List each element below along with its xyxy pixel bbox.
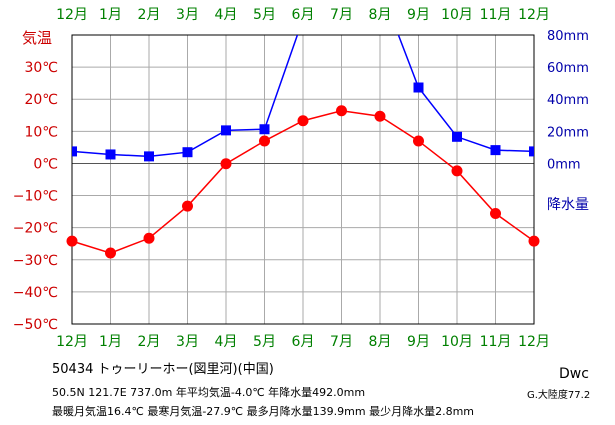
month-label: 10月 bbox=[441, 7, 473, 23]
temperature-tick-label: −50℃ bbox=[13, 317, 58, 333]
precipitation-point bbox=[452, 131, 462, 142]
precipitation-point bbox=[105, 149, 116, 160]
temperature-point bbox=[259, 135, 270, 147]
plot-area-border bbox=[71, 34, 535, 325]
month-label: 3月 bbox=[176, 334, 199, 350]
month-label: 12月 bbox=[518, 334, 550, 350]
chart-gridlines bbox=[72, 34, 534, 325]
temperature-tick-label: 20℃ bbox=[24, 92, 58, 108]
temperature-point bbox=[528, 235, 540, 247]
temperature-point bbox=[490, 208, 501, 220]
temperature-point bbox=[66, 235, 78, 247]
temperature-series bbox=[66, 105, 540, 259]
precipitation-axis-title: 降水量 bbox=[547, 197, 589, 213]
month-label: 5月 bbox=[253, 7, 276, 23]
month-label: 11月 bbox=[480, 7, 512, 23]
month-label: 4月 bbox=[215, 334, 238, 350]
precipitation-point bbox=[221, 125, 231, 136]
precipitation-axis: 80mm 60mm 40mm 20mm 0mm bbox=[547, 29, 589, 172]
month-label: 12月 bbox=[56, 7, 88, 23]
month-label: 9月 bbox=[407, 7, 430, 23]
month-label: 1月 bbox=[99, 7, 122, 23]
temperature-tick-label: 30℃ bbox=[24, 60, 58, 76]
classification-label: G.大陸度77.2 bbox=[527, 390, 591, 401]
month-label: 10月 bbox=[441, 334, 473, 350]
month-label: 5月 bbox=[253, 334, 276, 350]
station-summary-line-2: 最暖月気温16.4℃ 最寒月気温-27.9℃ 最多月降水量139.9mm 最少月… bbox=[52, 405, 474, 418]
precipitation-tick-label: 0mm bbox=[547, 157, 581, 172]
temperature-tick-label: −20℃ bbox=[13, 221, 58, 237]
month-label: 4月 bbox=[215, 7, 238, 23]
temperature-point bbox=[182, 200, 193, 212]
precipitation-tick-label: 60mm bbox=[547, 61, 589, 76]
precipitation-point bbox=[259, 124, 270, 135]
temperature-tick-label: −10℃ bbox=[13, 189, 58, 205]
month-label: 2月 bbox=[138, 7, 161, 23]
climate-code: Dwc bbox=[559, 366, 589, 382]
precipitation-point bbox=[529, 146, 534, 157]
precipitation-point bbox=[144, 151, 154, 162]
month-label: 9月 bbox=[407, 334, 430, 350]
temperature-tick-label: −40℃ bbox=[13, 285, 58, 301]
bottom-month-labels: 12月 1月 2月 3月 4月 5月 6月 7月 8月 9月 10月 11月 12月 bbox=[56, 334, 550, 350]
precipitation-point bbox=[72, 146, 77, 157]
station-name: 50434 トゥーリーホー(図里河)(中国) bbox=[52, 362, 274, 377]
temperature-point bbox=[143, 232, 155, 244]
temperature-axis: 30℃ 20℃ 10℃ 0℃ −10℃ −20℃ −30℃ −40℃ −50℃ bbox=[13, 60, 58, 333]
precipitation-point bbox=[413, 82, 424, 93]
precipitation-tick-label: 40mm bbox=[547, 93, 589, 108]
month-label: 7月 bbox=[330, 334, 353, 350]
temperature-point bbox=[336, 105, 347, 117]
month-label: 12月 bbox=[56, 334, 88, 350]
temperature-point bbox=[105, 247, 116, 259]
month-label: 3月 bbox=[176, 7, 199, 23]
temperature-tick-label: −30℃ bbox=[13, 253, 58, 269]
temperature-point bbox=[374, 110, 386, 122]
month-label: 2月 bbox=[138, 334, 161, 350]
precipitation-tick-label: 80mm bbox=[547, 29, 589, 44]
month-label: 11月 bbox=[480, 334, 512, 350]
temperature-tick-label: 0℃ bbox=[33, 156, 58, 172]
month-label: 1月 bbox=[99, 334, 122, 350]
temperature-point bbox=[297, 115, 309, 127]
precipitation-series bbox=[72, 35, 534, 162]
temperature-axis-title: 気温 bbox=[22, 29, 52, 47]
temperature-point bbox=[220, 158, 232, 170]
top-month-labels: 12月 1月 2月 3月 4月 5月 6月 7月 8月 9月 10月 11月 12月 bbox=[56, 7, 550, 23]
month-label: 7月 bbox=[330, 7, 353, 23]
month-label: 8月 bbox=[369, 334, 392, 350]
month-label: 6月 bbox=[292, 7, 315, 23]
temperature-point bbox=[413, 135, 424, 147]
month-label: 12月 bbox=[518, 7, 550, 23]
temperature-point bbox=[451, 165, 463, 177]
month-label: 6月 bbox=[292, 334, 315, 350]
station-summary-line-1: 50.5N 121.7E 737.0m 年平均気温-4.0℃ 年降水量492.0… bbox=[52, 386, 366, 399]
precipitation-tick-label: 20mm bbox=[547, 125, 589, 140]
precipitation-point bbox=[490, 145, 501, 156]
precipitation-point bbox=[182, 147, 193, 158]
temperature-tick-label: 10℃ bbox=[24, 124, 58, 140]
month-label: 8月 bbox=[369, 7, 392, 23]
